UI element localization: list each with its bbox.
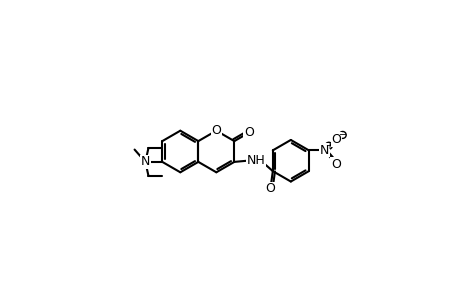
- Text: O: O: [211, 124, 221, 137]
- Text: O: O: [264, 182, 274, 195]
- Text: O: O: [331, 133, 341, 146]
- Text: O: O: [330, 158, 340, 171]
- Text: NH: NH: [246, 154, 265, 167]
- Text: N: N: [319, 144, 328, 157]
- Text: −: −: [338, 130, 346, 140]
- Text: N: N: [140, 155, 150, 168]
- Text: +: +: [324, 141, 332, 151]
- Text: O: O: [244, 126, 253, 139]
